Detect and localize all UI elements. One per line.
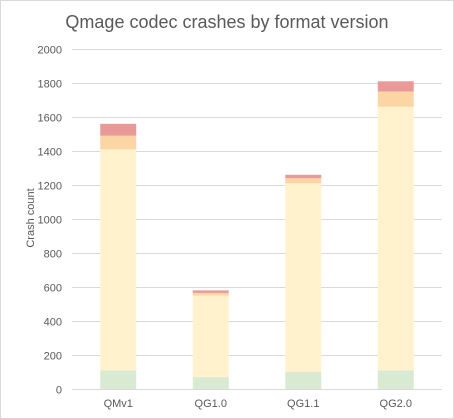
bar-segment-QG2.0-0 xyxy=(377,370,414,389)
y-tick-label: 400 xyxy=(44,317,62,329)
bar-segment-QG1.0-0 xyxy=(192,377,229,389)
x-tick-labels: QMv1 QG1.0 QG1.1 QG2.0 xyxy=(104,398,412,410)
x-tick-label: QG1.1 xyxy=(287,398,319,410)
chart-title: Qmage codec crashes by format version xyxy=(65,12,388,32)
y-tick-label: 0 xyxy=(56,385,62,397)
bar-segment-QMv1-3 xyxy=(100,123,137,136)
y-tick-label: 1400 xyxy=(38,147,62,159)
bar-segment-QMv1-2 xyxy=(100,135,137,150)
y-tick-label: 1000 xyxy=(38,215,62,227)
y-tick-label: 200 xyxy=(44,351,62,363)
y-tick-label: 1800 xyxy=(38,79,62,91)
bar-segment-QG2.0-3 xyxy=(377,81,414,92)
x-tick-label: QMv1 xyxy=(104,398,133,410)
bar-segment-QG1.0-1 xyxy=(192,295,229,378)
bar-segment-QG1.1-2 xyxy=(285,178,322,184)
y-axis-label: Crash count xyxy=(25,188,37,247)
y-tick-label: 1600 xyxy=(38,113,62,125)
bars xyxy=(100,81,414,389)
bar-segment-QG1.0-3 xyxy=(192,290,229,293)
x-tick-label: QG1.0 xyxy=(195,398,227,410)
bar-segment-QG2.0-2 xyxy=(377,91,414,107)
bar-segment-QG1.0-2 xyxy=(192,292,229,296)
bar-segment-QMv1-0 xyxy=(100,370,137,389)
bar-segment-QG1.1-0 xyxy=(285,372,322,389)
x-tick-label: QG2.0 xyxy=(380,398,412,410)
bar-segment-QG1.1-3 xyxy=(285,174,322,179)
y-tick-label: 600 xyxy=(44,283,62,295)
bar-segment-QMv1-1 xyxy=(100,149,137,371)
bar-segment-QG2.0-1 xyxy=(377,106,414,371)
y-tick-label: 800 xyxy=(44,249,62,261)
bar-segment-QG1.1-1 xyxy=(285,183,322,372)
y-tick-labels: 0 200 400 600 800 1000 1200 1400 1600 1800 2000 xyxy=(38,45,62,397)
y-tick-label: 2000 xyxy=(38,45,62,57)
y-tick-label: 1200 xyxy=(38,181,62,193)
